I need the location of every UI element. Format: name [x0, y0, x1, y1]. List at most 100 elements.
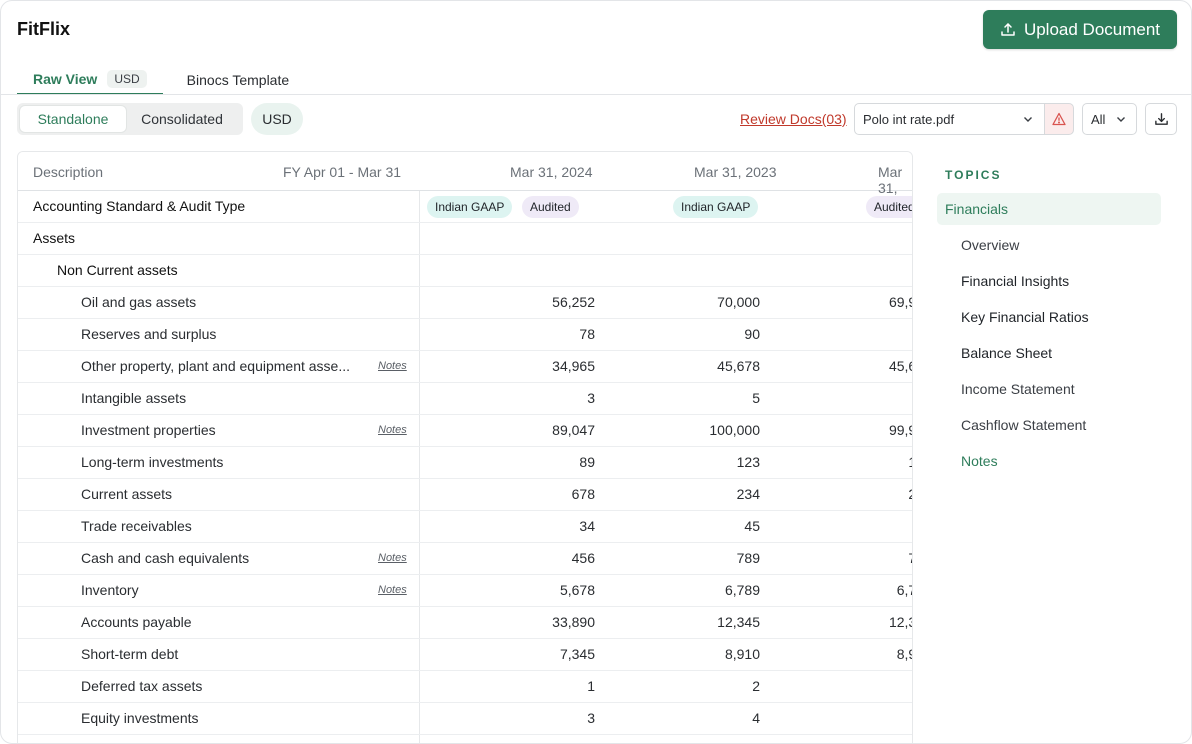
currency-badge: USD: [107, 70, 147, 88]
row-label: Oil and gas assets: [81, 294, 197, 310]
row-value: 45,678: [717, 358, 760, 374]
row-label: Trade receivables: [81, 518, 192, 534]
row-value: 5,678: [559, 582, 595, 598]
row-value: 2: [752, 678, 760, 694]
row-label: Investment properties: [81, 422, 216, 438]
audit-type-row: Accounting Standard & Audit Type Indian …: [18, 191, 912, 223]
chevron-down-icon: [1024, 117, 1032, 122]
topic-notes[interactable]: Notes: [961, 453, 998, 469]
topics-title: TOPICS: [945, 168, 1002, 182]
warning-icon: [1052, 112, 1066, 126]
row-label: Other property, plant and equipment asse…: [81, 358, 351, 374]
tab-binocs-template[interactable]: Binocs Template: [171, 65, 305, 95]
topic-financials[interactable]: Financials: [937, 193, 1161, 225]
row-label: Accounts payable: [81, 614, 192, 630]
table-header: Description FY Apr 01 - Mar 31 Mar 31, 2…: [18, 152, 912, 212]
row-value: 78: [804, 550, 912, 566]
row-value: 6,789: [724, 582, 760, 598]
row-label: Short-term debt: [81, 646, 179, 662]
topic-financial-insights[interactable]: Financial Insights: [961, 273, 1070, 289]
topic-key-financial-ratios[interactable]: Key Financial Ratios: [961, 309, 1089, 325]
notes-link[interactable]: Notes: [378, 424, 407, 436]
download-icon: [1154, 112, 1168, 125]
column-header-2024: Mar 31, 2024: [510, 164, 593, 180]
table-row: Equity investments 3 4: [18, 703, 912, 735]
topic-cashflow-statement[interactable]: Cashflow Statement: [961, 417, 1087, 433]
download-button[interactable]: [1145, 103, 1177, 135]
upload-document-button[interactable]: Upload Document: [983, 10, 1177, 49]
tab-raw-view[interactable]: Raw View USD: [17, 65, 163, 95]
review-docs-link[interactable]: Review Docs(03): [740, 111, 847, 127]
row-value: 33,890: [552, 614, 595, 630]
document-select[interactable]: Polo int rate.pdf: [854, 103, 1045, 135]
table-row: Inventory Notes 5,678 6,789 6,78: [18, 575, 912, 607]
row-value: 45: [744, 518, 760, 534]
row-value: 99,99: [888, 422, 912, 438]
document-select-value: Polo int rate.pdf: [863, 111, 955, 127]
topic-income-statement[interactable]: Income Statement: [961, 381, 1075, 397]
row-value: 89,047: [552, 422, 595, 438]
table-row: Cash and cash equivalents Notes 456 789 78: [18, 543, 912, 575]
topic-balance-sheet[interactable]: Balance Sheet: [961, 345, 1053, 361]
row-value: 56,252: [552, 294, 595, 310]
row-value: 100,000: [709, 422, 760, 438]
row-label: Current assets: [81, 486, 173, 502]
row-value: 12,345: [717, 614, 760, 630]
standard-chip: Indian GAAP: [673, 196, 759, 218]
notes-link[interactable]: Notes: [378, 584, 407, 596]
audit-chip: Audited: [522, 196, 579, 218]
row-value: 1: [587, 678, 595, 694]
topic-overview[interactable]: Overview: [961, 237, 1020, 253]
table-row: Long-term investments 89 123 12: [18, 447, 912, 479]
table-row: Other property, plant and equipment asse…: [18, 351, 912, 383]
view-tabs: Raw View USD Binocs Template: [17, 65, 305, 95]
currency-pill[interactable]: USD: [251, 103, 303, 135]
section-label: Assets: [33, 230, 76, 246]
table-row: Reserves and surplus 78 90 8: [18, 319, 912, 351]
row-label: Cash and cash equivalents: [81, 550, 250, 566]
notes-link[interactable]: Notes: [378, 360, 407, 372]
row-value: 45,67: [888, 358, 912, 374]
period-header: FY Apr 01 - Mar 31: [283, 164, 402, 180]
table-row: Short-term debt 7,345 8,910 8,90: [18, 639, 912, 671]
table-row: Current assets 678 234 23: [18, 479, 912, 511]
consolidated-toggle[interactable]: Consolidated: [141, 111, 223, 127]
standard-chip: Indian GAAP: [427, 196, 513, 218]
audit-type-label: Accounting Standard & Audit Type: [33, 198, 246, 214]
row-value: 12,34: [888, 614, 912, 630]
row-value: 8,90: [896, 646, 912, 662]
tabs-divider: [1, 94, 1191, 95]
column-header-2023: Mar 31, 2023: [694, 164, 777, 180]
column-divider: [419, 152, 420, 743]
table-row: Oil and gas assets 56,252 70,000 69,99: [18, 287, 912, 319]
row-label: Deferred tax assets: [81, 678, 203, 694]
row-value: 89: [579, 454, 595, 470]
notes-link[interactable]: Notes: [378, 552, 407, 564]
filter-select[interactable]: All: [1082, 103, 1137, 135]
row-value: 12: [804, 454, 912, 470]
audit-chip: Audited: [866, 196, 912, 218]
app-title: FitFlix: [17, 19, 70, 39]
filter-select-value: All: [1091, 111, 1106, 127]
table-row: Accounts payable 33,890 12,345 12,34: [18, 607, 912, 639]
row-value: 123: [736, 454, 760, 470]
table-row: Deferred tax assets 1 2: [18, 671, 912, 703]
financial-table: Description FY Apr 01 - Mar 31 Mar 31, 2…: [17, 151, 913, 743]
upload-document-label: Upload Document: [1023, 19, 1161, 39]
row-value: 23: [804, 486, 912, 502]
row-value: 678: [571, 486, 595, 502]
row-value: 90: [744, 326, 760, 342]
row-value: 234: [736, 486, 760, 502]
row-label: Reserves and surplus: [81, 326, 217, 342]
row-value: 6,78: [896, 582, 912, 598]
row-label: Intangible assets: [81, 390, 187, 406]
section-row-assets: Assets: [18, 223, 912, 255]
tab-raw-view-label: Raw View: [33, 71, 98, 87]
row-value: 5: [752, 390, 760, 406]
row-value: 70,000: [717, 294, 760, 310]
table-row: Trade receivables 34 45 4: [18, 511, 912, 543]
row-value: 3: [587, 710, 595, 726]
standalone-toggle[interactable]: Standalone: [20, 106, 126, 132]
document-warning[interactable]: [1044, 103, 1074, 135]
